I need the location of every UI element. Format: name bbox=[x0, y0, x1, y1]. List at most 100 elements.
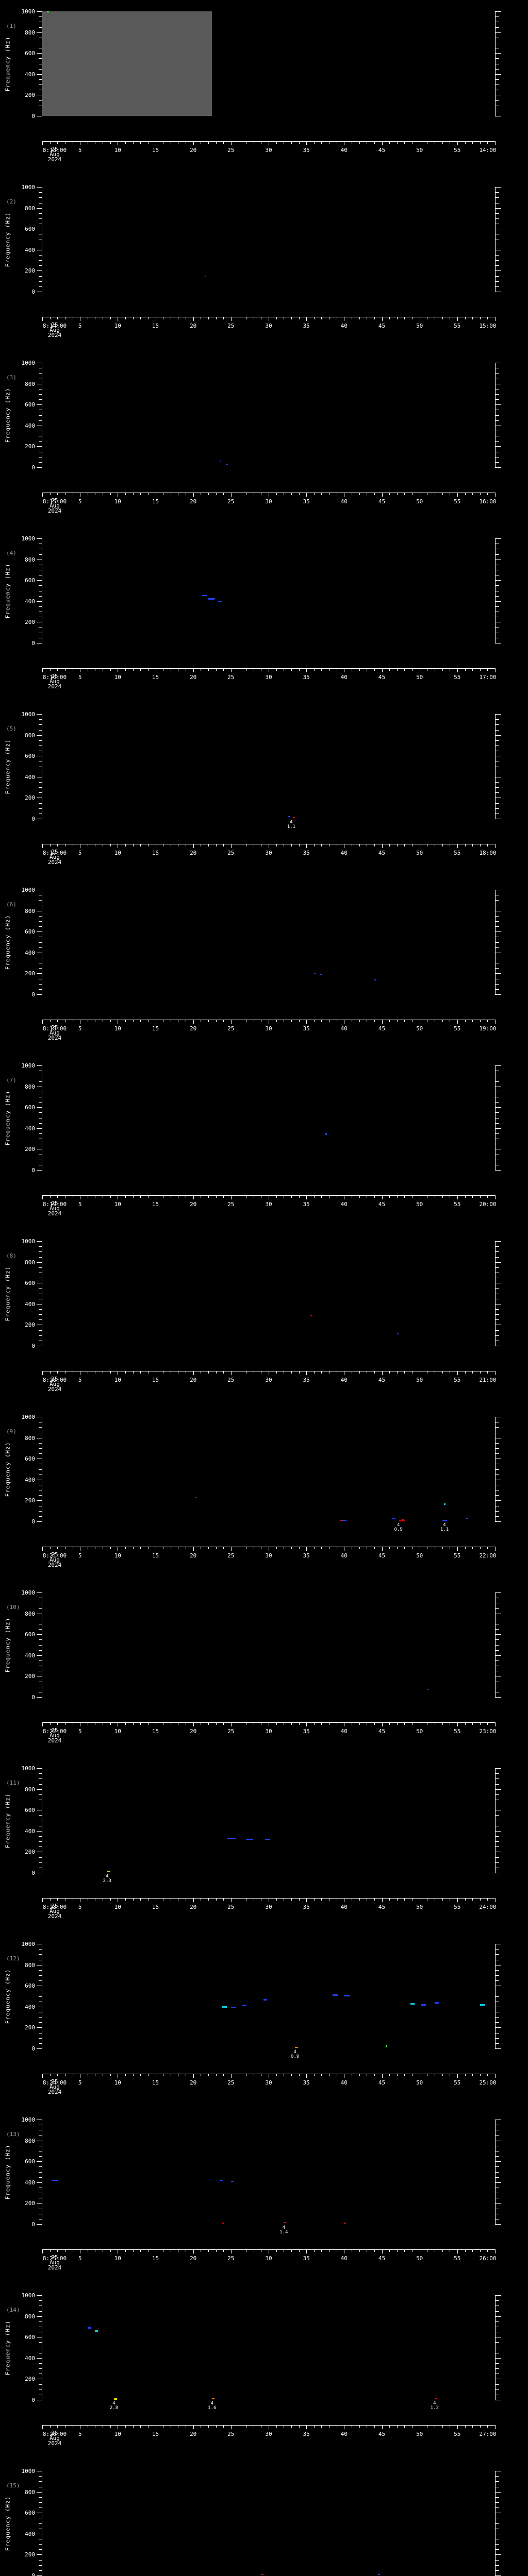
x-tick bbox=[321, 142, 322, 144]
y-tick-label: 1000 bbox=[21, 1941, 36, 1947]
y-tick-right bbox=[496, 735, 501, 736]
x-tick-label: 20 bbox=[190, 1201, 197, 1208]
y-tick bbox=[37, 1655, 42, 1656]
y-tick-right bbox=[496, 2316, 501, 2317]
panel-number-label: (14) bbox=[6, 2307, 20, 2313]
y-tick bbox=[39, 276, 42, 277]
date-line: Aug bbox=[50, 678, 60, 685]
x-tick-label: 5 bbox=[78, 147, 82, 154]
y-tick-label: 200 bbox=[25, 794, 35, 802]
y-tick bbox=[39, 2342, 42, 2343]
y-tick-right bbox=[496, 2481, 499, 2482]
x-tick bbox=[193, 1020, 194, 1024]
y-tick-label: 200 bbox=[25, 2551, 35, 2558]
y-tick-right bbox=[496, 260, 499, 261]
x-tick bbox=[133, 1547, 134, 1549]
y-tick-label: 1000 bbox=[21, 535, 36, 542]
x-tick bbox=[208, 2426, 209, 2428]
y-tick-label: 600 bbox=[25, 1631, 35, 1638]
x-tick-label: 25 bbox=[227, 2255, 235, 2262]
y-tick bbox=[39, 730, 42, 731]
y-tick bbox=[37, 208, 42, 209]
x-tick-label: 35 bbox=[303, 674, 310, 681]
x-tick bbox=[382, 1371, 383, 1375]
y-tick-right bbox=[496, 1511, 499, 1512]
y-tick bbox=[37, 53, 42, 54]
x-tick bbox=[442, 2074, 443, 2076]
y-tick bbox=[39, 1608, 42, 1609]
plot-area bbox=[42, 1241, 495, 1346]
x-tick bbox=[140, 142, 141, 144]
y-tick bbox=[39, 1660, 42, 1661]
x-tick-label: 50 bbox=[416, 2431, 423, 2437]
y-tick-label: 800 bbox=[25, 380, 35, 387]
x-tick bbox=[487, 1899, 488, 1901]
x-tick-label: 45 bbox=[378, 1025, 386, 1032]
y-tick bbox=[39, 100, 42, 101]
x-tick-label: 50 bbox=[416, 2079, 423, 2086]
y-axis-right-spine bbox=[495, 538, 496, 643]
y-tick bbox=[37, 1262, 42, 1263]
date-line: 25 bbox=[51, 1024, 58, 1031]
y-tick bbox=[37, 1521, 42, 1522]
y-tick-right bbox=[496, 2358, 501, 2359]
y-tick bbox=[39, 2544, 42, 2545]
x-tick bbox=[57, 669, 58, 671]
x-tick-label-start: 8:19:00 bbox=[42, 1201, 67, 1208]
x-tick bbox=[208, 1723, 209, 1725]
x-tick-label-start: 8:16:00 bbox=[42, 674, 67, 681]
x-axis: 8:22:00 5 10 15 20 25 30 35 40 45 50 55 23:00 bbox=[0, 1722, 528, 1734]
detection-annotation: 4 0.9 bbox=[291, 2050, 299, 2059]
x-tick bbox=[480, 1723, 481, 1725]
x-tick-label-start: 8:14:00 bbox=[42, 323, 67, 329]
x-tick bbox=[382, 844, 383, 848]
y-tick bbox=[39, 16, 42, 18]
x-tick-label: 20 bbox=[190, 674, 197, 681]
x-tick bbox=[50, 2426, 51, 2428]
x-tick-label: 55 bbox=[454, 2079, 461, 2086]
y-tick-label: 200 bbox=[25, 443, 35, 450]
y-tick-label: 400 bbox=[25, 1125, 35, 1132]
x-tick bbox=[299, 1723, 300, 1725]
y-tick-right bbox=[496, 1251, 499, 1252]
frequency-contour-mark bbox=[434, 2398, 437, 2399]
x-tick bbox=[382, 1723, 383, 1726]
date-line: 2024 bbox=[47, 1035, 62, 1041]
y-tick-right bbox=[496, 1655, 501, 1656]
y-tick bbox=[39, 281, 42, 282]
x-tick bbox=[472, 844, 473, 846]
y-tick bbox=[37, 2224, 42, 2225]
x-axis: 8:25:00 5 10 15 20 25 30 35 40 45 50 55 26:00 bbox=[0, 2249, 528, 2261]
x-tick bbox=[42, 1371, 43, 1375]
y-tick-right bbox=[496, 1469, 499, 1470]
annotation-count: 4 bbox=[210, 2401, 214, 2406]
x-tick bbox=[359, 1547, 360, 1549]
x-tick bbox=[465, 2250, 466, 2252]
date-line: 25 bbox=[51, 2430, 58, 2436]
x-tick bbox=[457, 2250, 458, 2253]
y-tick bbox=[39, 1257, 42, 1258]
x-tick-label: 30 bbox=[265, 1201, 272, 1208]
x-tick bbox=[359, 2426, 360, 2428]
x-tick bbox=[230, 493, 232, 497]
x-tick-label-start: 8:15:00 bbox=[42, 498, 67, 505]
y-tick-label: 1000 bbox=[21, 711, 36, 718]
annotation-count: 4 bbox=[290, 820, 293, 825]
y-tick bbox=[37, 2203, 42, 2204]
date-line: 2024 bbox=[47, 1737, 62, 1744]
x-tick-label: 55 bbox=[454, 1552, 461, 1559]
x-tick bbox=[314, 2250, 315, 2252]
x-axis-date: 25 Aug 2024 bbox=[48, 1376, 62, 1392]
x-tick bbox=[495, 2426, 496, 2429]
x-tick bbox=[110, 142, 111, 144]
x-tick-label: 55 bbox=[454, 147, 461, 154]
x-tick bbox=[472, 1371, 473, 1374]
x-tick bbox=[480, 844, 481, 846]
y-tick-right bbox=[496, 947, 499, 948]
x-tick bbox=[457, 1371, 458, 1375]
y-tick-right bbox=[496, 714, 501, 715]
y-tick bbox=[39, 27, 42, 28]
y-tick-right bbox=[496, 276, 499, 277]
y-tick bbox=[39, 900, 42, 901]
detection-annotation: 4 1.1 bbox=[287, 820, 295, 829]
